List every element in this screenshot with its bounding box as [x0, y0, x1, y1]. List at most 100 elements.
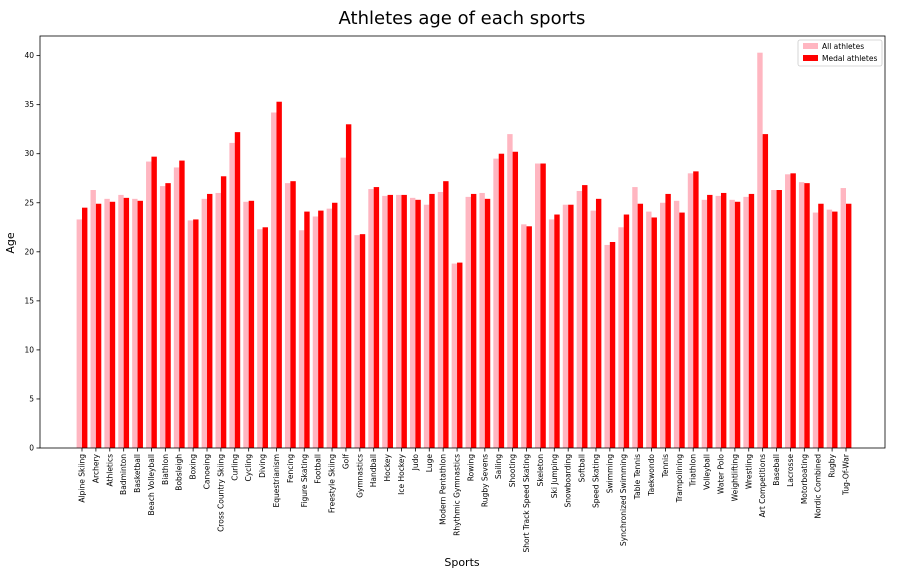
bar-medal-athletes-trampolining: [679, 212, 685, 448]
bar-all-athletes-cycling: [243, 201, 249, 448]
x-tick-label-diving: Diving: [258, 454, 267, 478]
bar-all-athletes-softball: [576, 190, 583, 449]
bar-all-athletes-tennis: [660, 202, 666, 448]
x-tick-label-boxing: Boxing: [189, 454, 198, 480]
bar-medal-athletes-alpine-skiing: [82, 207, 88, 448]
x-tick-label-basketball: Basketball: [133, 454, 142, 493]
bar-medal-athletes-sailing: [498, 153, 505, 448]
bar-medal-athletes-speed-skating: [595, 198, 602, 448]
x-tick-label-alpine-skiing: Alpine Skiing: [78, 454, 87, 503]
bar-all-athletes-alpine-skiing: [76, 219, 82, 448]
x-tick-label-tennis: Tennis: [661, 454, 670, 479]
bar-all-athletes-modern-pentathlon: [437, 191, 444, 448]
bar-all-athletes-rhythmic-gymnastics: [451, 263, 458, 448]
chart-title: Athletes age of each sports: [339, 8, 586, 29]
bar-medal-athletes-weightlifting: [734, 201, 741, 448]
bar-medal-athletes-tennis: [665, 193, 671, 448]
x-tick-label-luge: Luge: [425, 454, 434, 473]
x-tick-label-rugby: Rugby: [828, 453, 837, 477]
bar-medal-athletes-water-polo: [720, 192, 727, 448]
bar-all-athletes-baseball: [771, 190, 777, 448]
bar-all-athletes-badminton: [118, 194, 124, 448]
bar-all-athletes-trampolining: [673, 200, 680, 448]
bar-all-athletes-ice-hockey: [396, 194, 402, 448]
x-tick-label-sailing: Sailing: [494, 454, 503, 479]
bar-all-athletes-sailing: [493, 158, 499, 448]
bar-medal-athletes-softball: [582, 185, 588, 448]
bar-medal-athletes-rugby-sevens: [484, 198, 491, 448]
x-tick-label-beach-volleyball: Beach Volleyball: [147, 454, 156, 516]
x-tick-label-equestrianism: Equestrianism: [272, 454, 281, 508]
x-tick-label-badminton: Badminton: [119, 454, 128, 495]
bar-all-athletes-lacrosse: [785, 174, 791, 448]
x-tick-label-speed-skating: Speed Skating: [591, 454, 600, 508]
bar-medal-athletes-football: [318, 210, 324, 448]
bar-medal-athletes-handball: [373, 187, 380, 448]
bar-all-athletes-synchronized-swimming: [618, 227, 624, 448]
bar-all-athletes-beach-volleyball: [146, 161, 152, 448]
bar-all-athletes-art-competitions: [757, 52, 763, 449]
bar-all-athletes-archery: [90, 190, 96, 448]
bar-medal-athletes-swimming: [609, 242, 616, 448]
bar-medal-athletes-snowboarding: [568, 204, 574, 448]
bar-all-athletes-triathlon: [687, 173, 694, 448]
x-tick-label-canoeing: Canoeing: [203, 454, 212, 490]
bar-all-athletes-water-polo: [715, 195, 721, 448]
bar-all-athletes-freestyle-skiing: [326, 208, 333, 448]
bar-medal-athletes-fencing: [290, 181, 296, 448]
x-tick-label-modern-pentathlon: Modern Pentathlon: [439, 454, 448, 525]
bar-all-athletes-figure-skating: [298, 230, 305, 448]
bar-medal-athletes-cross-country-skiing: [220, 176, 227, 448]
x-tick-label-ice-hockey: Ice Hockey: [397, 453, 406, 494]
x-tick-label-fencing: Fencing: [286, 454, 295, 483]
y-axis: 0 5 10 15 20 25 30 35 40: [24, 51, 40, 453]
x-tick-label-archery: Archery: [91, 453, 100, 483]
bar-medal-athletes-triathlon: [693, 171, 699, 448]
y-tick-label: 15: [24, 296, 34, 305]
x-tick-label-synchronized-swimming: Synchronized Swimming: [619, 454, 628, 546]
bar-medal-athletes-ski-jumping: [554, 214, 560, 448]
bar-medal-athletes-archery: [95, 203, 102, 448]
bar-medal-athletes-volleyball: [707, 194, 713, 448]
bar-all-athletes-fencing: [284, 183, 291, 448]
x-tick-label-wrestling: Wrestling: [744, 454, 753, 489]
x-tick-label-rugby-sevens: Rugby Sevens: [480, 454, 489, 507]
bar-all-athletes-diving: [257, 229, 263, 448]
legend: All athletes Medal athletes: [797, 39, 883, 67]
bar-all-athletes-nordic-combined: [812, 212, 819, 448]
bar-medal-athletes-luge: [429, 193, 435, 448]
bar-medal-athletes-motorboating: [804, 183, 810, 448]
bar-medal-athletes-wrestling: [748, 193, 755, 448]
bar-all-athletes-bobsleigh: [173, 167, 180, 448]
bar-medal-athletes-athletics: [109, 201, 116, 448]
x-tick-label-short-track-speed-skating: Short Track Speed Skating: [522, 454, 531, 553]
bar-medal-athletes-gymnastics: [359, 234, 366, 448]
y-tick-label: 35: [24, 100, 34, 109]
legend-swatch-all-athletes: [803, 43, 818, 49]
bar-all-athletes-gymnastics: [354, 235, 360, 448]
bar-medal-athletes-canoeing: [207, 193, 213, 448]
bar-all-athletes-boxing: [187, 220, 194, 448]
y-tick-label: 5: [29, 394, 34, 403]
bar-all-athletes-ski-jumping: [548, 219, 555, 448]
bar-all-athletes-volleyball: [701, 199, 708, 448]
x-tick-label-skeleton: Skeleton: [536, 454, 545, 487]
bar-all-athletes-biathlon: [159, 186, 166, 448]
bar-medal-athletes-shooting: [512, 151, 519, 448]
x-tick-label-weightlifting: Weightlifting: [730, 454, 739, 502]
x-tick-label-swimming: Swimming: [605, 454, 614, 493]
bar-medal-athletes-lacrosse: [790, 173, 796, 448]
x-tick-label-football: Football: [314, 454, 323, 484]
bar-medal-athletes-table-tennis: [637, 203, 644, 448]
x-tick-label-art-competitions: Art Competitions: [758, 454, 767, 517]
bars-layer: [76, 52, 852, 449]
x-tick-label-shooting: Shooting: [508, 454, 517, 487]
y-tick-label: 25: [24, 198, 34, 207]
x-tick-label-ski-jumping: Ski Jumping: [550, 454, 559, 498]
y-tick-label: 10: [24, 345, 34, 354]
bar-medal-athletes-nordic-combined: [818, 203, 824, 448]
x-axis: Alpine Skiing Archery Athletics Badminton Ba…: [78, 448, 851, 553]
bar-medal-athletes-skeleton: [540, 163, 546, 448]
x-tick-label-rhythmic-gymnastics: Rhythmic Gymnastics: [453, 454, 462, 536]
plot-frame: [39, 35, 886, 449]
